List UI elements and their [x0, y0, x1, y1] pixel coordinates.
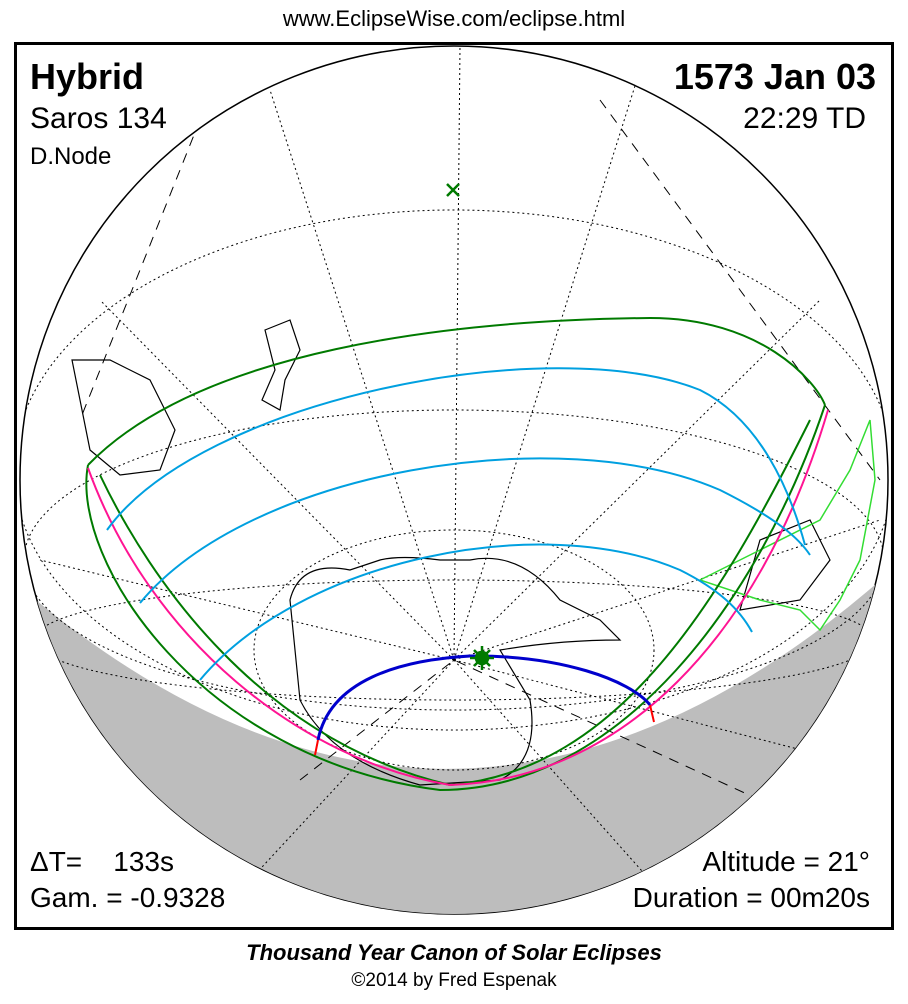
western-limit-outer	[85, 404, 826, 792]
path-end-west	[314, 739, 319, 756]
coastlines	[71, 319, 831, 786]
source-url: www.EclipseWise.com/eclipse.html	[282, 6, 626, 31]
greatest-eclipse-star-burst-icon	[470, 646, 494, 670]
northern-penumbral-limit	[87, 316, 826, 466]
cyan-curve-1	[106, 367, 806, 546]
canon-title: Thousand Year Canon of Solar Eclipses	[246, 940, 662, 965]
path-end-east	[649, 704, 655, 723]
central-path	[316, 654, 652, 741]
eclipse-time: 22:29 TD	[743, 102, 866, 135]
node: D.Node	[30, 143, 112, 170]
coastlines-sunlit-edge	[698, 419, 876, 632]
saros-number: Saros 134	[30, 102, 167, 135]
eclipse-type: Hybrid	[30, 56, 145, 97]
cyan-curve-3	[199, 543, 753, 681]
copyright: ©2014 by Fred Espenak	[351, 970, 557, 991]
magenta-limit	[87, 409, 829, 787]
delta-t: ΔT= 133s	[30, 846, 174, 877]
night-shading	[20, 570, 888, 914]
altitude: Altitude = 21°	[702, 846, 870, 877]
gamma: Gam. = -0.9328	[30, 882, 226, 913]
subsolar-x-mark-icon	[446, 183, 460, 197]
map-frame	[14, 42, 894, 930]
duration: Duration = 00m20s	[632, 882, 870, 913]
meridian-dashed	[79, 99, 881, 801]
eclipse-date: 1573 Jan 03	[673, 56, 876, 97]
cyan-curve-2	[139, 457, 811, 604]
